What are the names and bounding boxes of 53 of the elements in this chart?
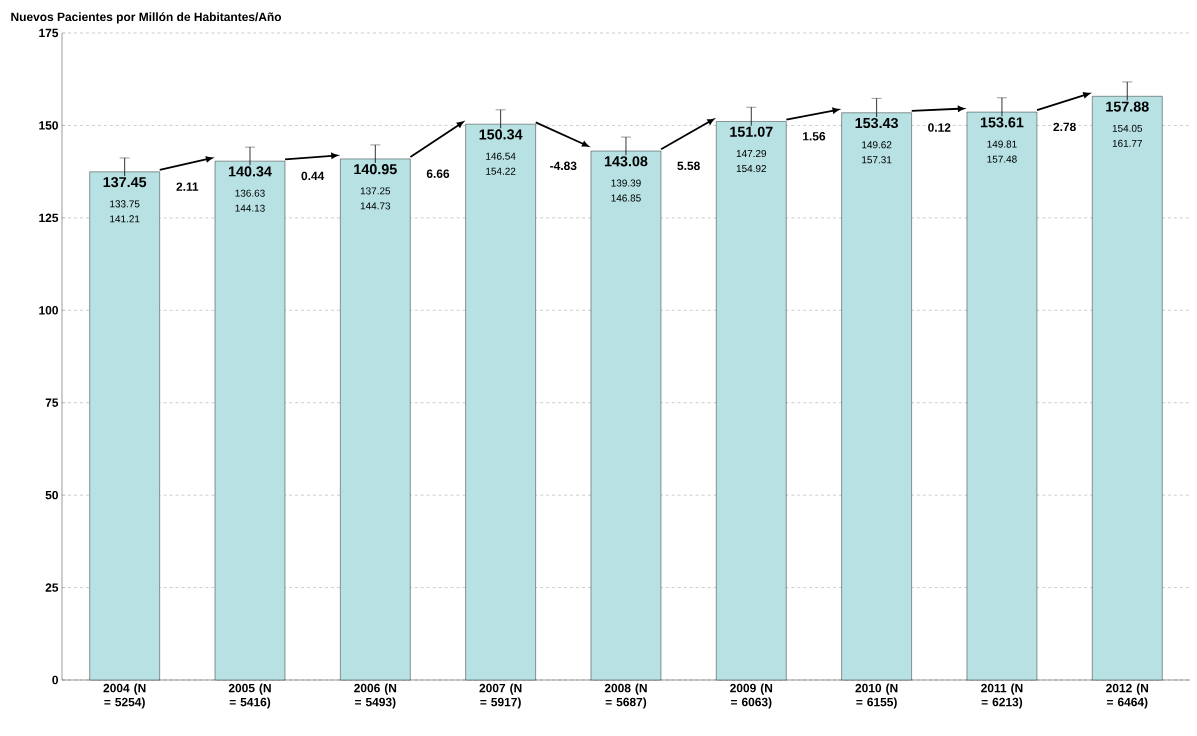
annotation: 1.56 bbox=[803, 132, 826, 141]
data-label: 140.95 bbox=[354, 164, 397, 175]
x-tick-label: 2011 (N = 6213) bbox=[981, 683, 1023, 709]
data-label: 153.43 bbox=[855, 117, 899, 129]
annotation: 0.44 bbox=[301, 171, 325, 181]
annotation: 2.11 bbox=[176, 182, 199, 191]
x-tick-label: 2004 (N = 5254) bbox=[103, 683, 146, 709]
annotation: 5.58 bbox=[677, 161, 700, 171]
x-tick-label: 2012 (N = 6464) bbox=[1106, 683, 1149, 709]
y-tick-label: 25 bbox=[45, 583, 59, 592]
annotation: 149.62 bbox=[862, 141, 892, 149]
annotation: -4.83 bbox=[550, 161, 577, 171]
y-tick-label: 75 bbox=[45, 398, 59, 407]
annotation: 157.31 bbox=[862, 156, 892, 164]
y-tick-label: 125 bbox=[39, 213, 59, 223]
data-label: 140.34 bbox=[228, 166, 272, 177]
annotation: 2.78 bbox=[1053, 122, 1076, 132]
y-tick-label: 150 bbox=[39, 121, 58, 130]
annotation: 144.13 bbox=[235, 204, 265, 212]
y-tick-label: 0 bbox=[52, 675, 58, 685]
annotation: 154.92 bbox=[736, 164, 767, 173]
x-tick-label: 2006 (N = 5493) bbox=[354, 683, 397, 709]
annotation: 157.48 bbox=[987, 155, 1017, 163]
annotation: 144.73 bbox=[360, 202, 391, 210]
x-tick-label: 2009 (N = 6063) bbox=[730, 683, 773, 709]
annotation: 149.81 bbox=[987, 140, 1017, 148]
y-tick-label: 50 bbox=[45, 490, 58, 500]
annotation: 154.05 bbox=[1112, 124, 1143, 132]
data-label: 137.45 bbox=[103, 177, 147, 188]
data-label: 143.08 bbox=[604, 156, 648, 167]
annotation: 141.21 bbox=[110, 215, 140, 223]
data-label: 157.88 bbox=[1106, 101, 1149, 112]
annotation: 136.63 bbox=[235, 189, 265, 197]
annotation: 0.12 bbox=[928, 123, 951, 132]
x-tick-label: 2008 (N = 5687) bbox=[604, 683, 647, 709]
annotation: 146.85 bbox=[611, 194, 641, 202]
annotation: 6.66 bbox=[426, 169, 450, 178]
chart-title: Nuevos Pacientes por Millón de Habitantes/Año bbox=[11, 12, 282, 24]
x-tick-label: 2010 (N = 6155) bbox=[855, 683, 898, 709]
y-tick-label: 100 bbox=[39, 306, 58, 315]
data-label: 150.34 bbox=[479, 129, 523, 140]
annotation: 154.22 bbox=[486, 167, 516, 175]
x-tick-label: 2005 (N = 5416) bbox=[228, 683, 271, 709]
annotation: 133.75 bbox=[110, 200, 140, 208]
annotation: 147.29 bbox=[736, 149, 767, 158]
data-label: 151.07 bbox=[730, 126, 773, 137]
annotation: 139.39 bbox=[611, 179, 641, 187]
annotation: 137.25 bbox=[360, 187, 391, 195]
annotation: 146.54 bbox=[486, 152, 516, 160]
y-tick-label: 175 bbox=[39, 28, 59, 38]
annotation: 161.77 bbox=[1112, 139, 1142, 147]
data-label: 153.61 bbox=[980, 117, 1024, 128]
x-tick-label: 2007 (N = 5917) bbox=[479, 683, 522, 709]
